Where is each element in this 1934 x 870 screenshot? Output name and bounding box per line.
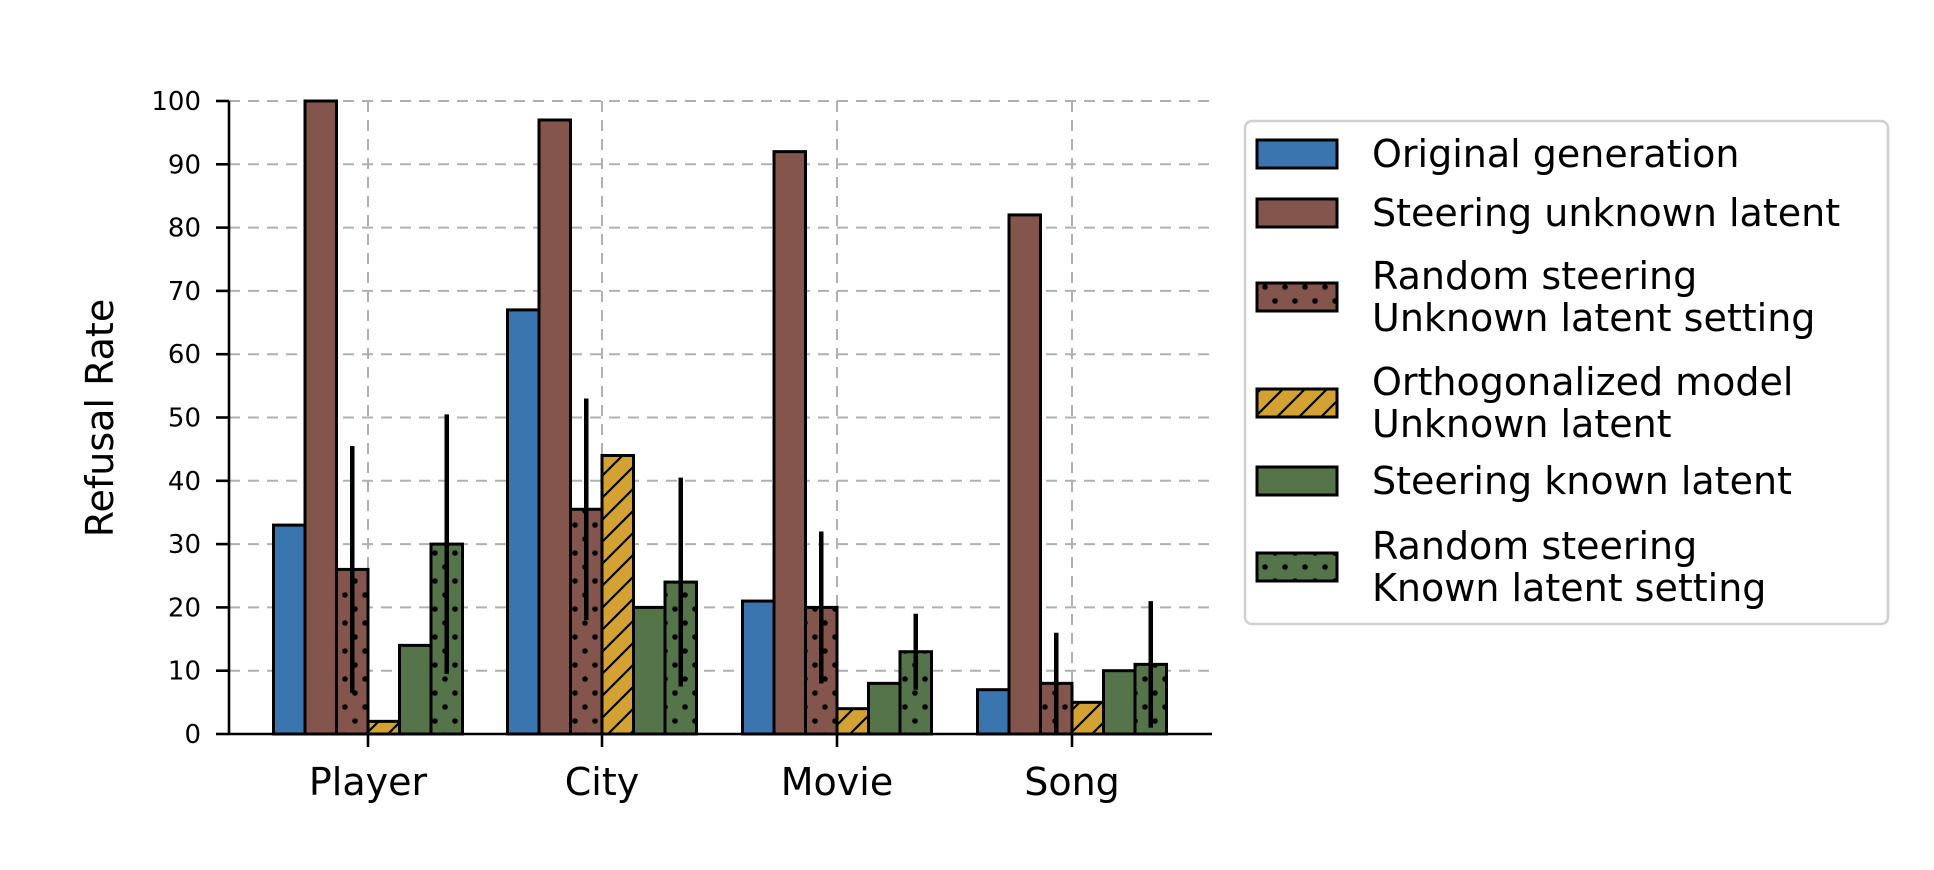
legend-label-line: Known latent setting (1372, 566, 1766, 610)
y-tick-label: 90 (168, 150, 201, 180)
x-category-label: Movie (781, 760, 893, 804)
legend-label: Steering unknown latent (1372, 191, 1840, 235)
bar (632, 605, 667, 736)
legend-label: Random steering Unknown latent setting (1372, 254, 1815, 340)
y-tick-label: 40 (168, 467, 201, 497)
legend-label-line: Random steering (1372, 254, 1697, 298)
y-tick-label: 80 (168, 214, 201, 244)
legend-label-line: Original generation (1372, 132, 1739, 176)
bar (303, 99, 338, 736)
error-bars (350, 398, 1153, 734)
x-category-label: City (565, 760, 639, 804)
legend-swatch (1255, 551, 1339, 583)
legend-label-line: Orthogonalized model (1372, 360, 1793, 404)
legend-swatch (1255, 281, 1339, 313)
y-tick-label: 70 (168, 277, 201, 307)
y-tick-label: 50 (168, 404, 201, 434)
legend-label-line: Steering known latent (1372, 459, 1792, 503)
legend-swatch (1255, 387, 1339, 419)
y-tick-label: 0 (184, 720, 201, 750)
bar (1007, 213, 1042, 736)
legend-label: Steering known latent (1372, 459, 1792, 503)
y-tick-label: 100 (151, 87, 201, 117)
legend-box (1243, 119, 1890, 626)
axes (227, 101, 1212, 736)
bar (600, 453, 635, 736)
bar (272, 523, 307, 736)
bar (772, 150, 807, 736)
bar (976, 688, 1011, 736)
legend-swatch (1255, 138, 1339, 170)
y-tick-label: 10 (168, 657, 201, 687)
y-tick-label: 30 (168, 530, 201, 560)
y-axis-title: Refusal Rate (78, 299, 122, 537)
legend-label-line: Unknown latent setting (1372, 296, 1815, 340)
tick-labels: 0 10 20 30 40 50 60 70 80 90 100 Player City Movie Son… (151, 87, 1119, 804)
legend-swatch (1255, 197, 1339, 229)
x-category-label: Player (309, 760, 428, 804)
bar (1070, 700, 1105, 736)
grid-lines (229, 100, 1212, 735)
legend-label: Random steering Known latent setting (1372, 524, 1766, 610)
bar (1102, 669, 1137, 736)
bar (867, 681, 902, 736)
legend-label: Original generation (1372, 132, 1739, 176)
bar (506, 308, 541, 736)
bar (366, 719, 401, 736)
bar (537, 118, 572, 736)
y-tick-label: 20 (168, 593, 201, 623)
bar (398, 643, 433, 736)
y-tick-label: 60 (168, 340, 201, 370)
bars (272, 99, 1168, 736)
legend-label: Orthogonalized model Unknown latent (1372, 360, 1793, 446)
legend-label-line: Random steering (1372, 524, 1697, 568)
legend-label-line: Unknown latent (1372, 402, 1672, 446)
bar (741, 599, 776, 736)
legend-label-line: Steering unknown latent (1372, 191, 1840, 235)
legend: Original generation Steering unknown late… (1243, 119, 1890, 626)
x-category-label: Song (1024, 760, 1120, 804)
bar (835, 707, 870, 736)
legend-swatch (1255, 465, 1339, 497)
